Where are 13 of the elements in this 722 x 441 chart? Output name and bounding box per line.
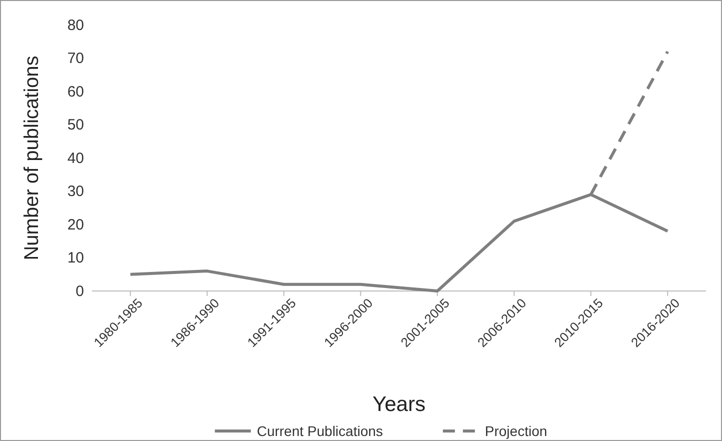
- y-tick-label: 0: [76, 282, 84, 300]
- y-tick-label: 10: [67, 250, 84, 267]
- y-tick-label: 80: [67, 16, 84, 34]
- legend-label: Projection: [484, 423, 548, 439]
- y-tick-label: 70: [67, 50, 84, 68]
- y-tick-label: 50: [67, 116, 84, 134]
- y-tick-label: 30: [67, 183, 84, 200]
- legend-label: Current Publications: [256, 423, 383, 439]
- y-tick-label: 60: [67, 83, 84, 100]
- x-axis-title: Years: [372, 393, 426, 416]
- y-tick-label: 40: [67, 150, 84, 167]
- y-axis-title: Number of publications: [21, 56, 43, 260]
- y-tick-label: 20: [67, 216, 84, 234]
